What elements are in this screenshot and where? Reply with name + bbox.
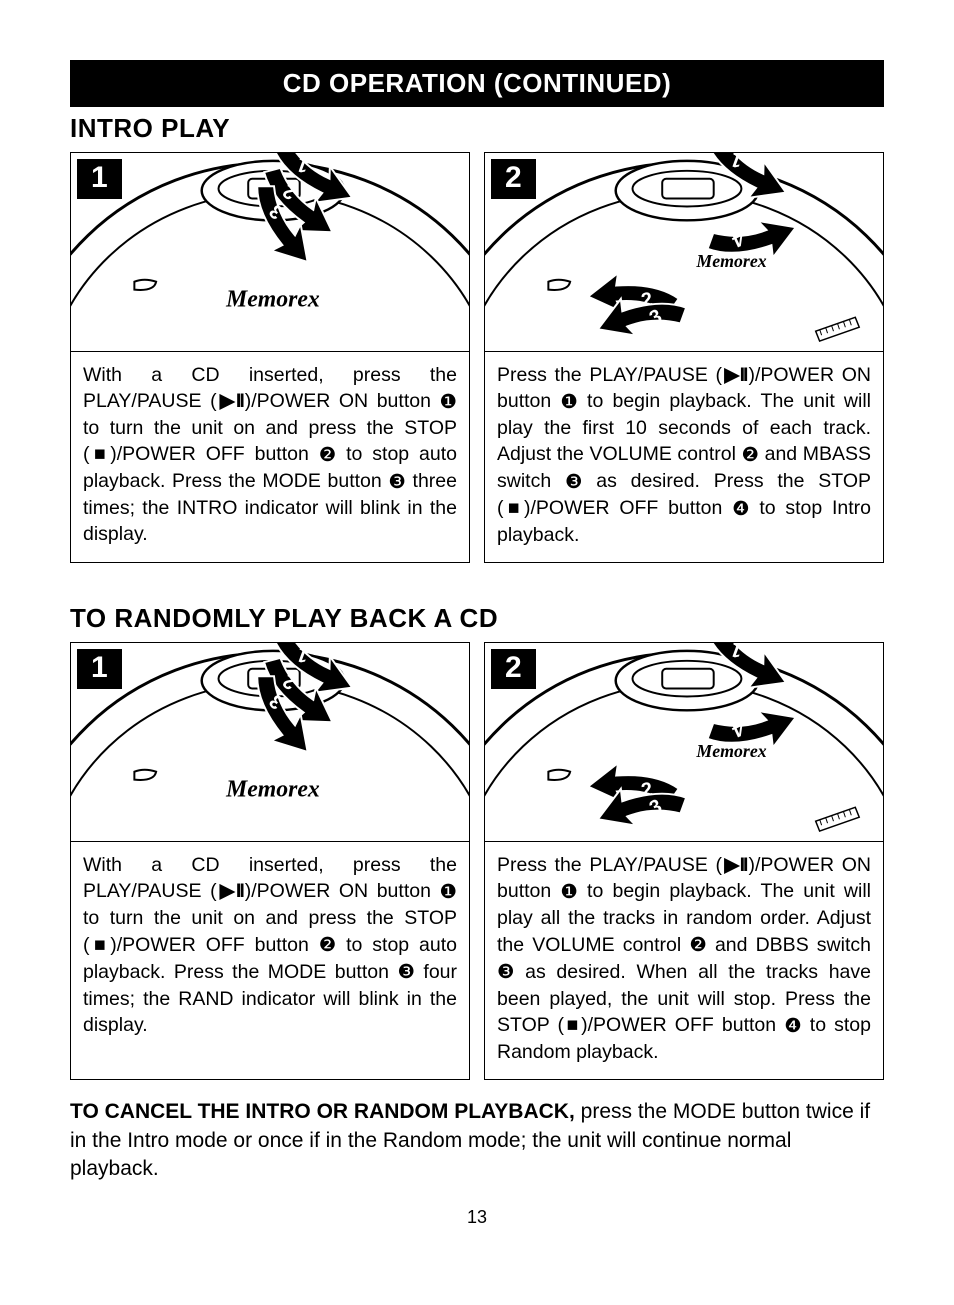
section-heading-random: TO RANDOMLY PLAY BACK A CD	[70, 603, 884, 634]
section-heading-intro: INTRO PLAY	[70, 113, 884, 144]
svg-text:Memorex: Memorex	[695, 741, 766, 761]
svg-text:Memorex: Memorex	[225, 286, 320, 312]
cd-player-diagram-a: Memorex123	[71, 643, 469, 841]
random-step1-text: With a CD inserted, press the PLAY/PAUSE…	[70, 841, 470, 1080]
step-badge: 2	[491, 159, 536, 199]
intro-row-text: With a CD inserted, press the PLAY/PAUSE…	[70, 351, 884, 564]
random-step2-text: Press the PLAY/PAUSE (▶II)/POWER ON butt…	[484, 841, 884, 1080]
svg-text:Memorex: Memorex	[225, 777, 320, 803]
page-title-bar: CD OPERATION (CONTINUED)	[70, 60, 884, 107]
step-badge: 1	[77, 649, 122, 689]
intro-step1-text: With a CD inserted, press the PLAY/PAUSE…	[70, 351, 470, 564]
page-number: 13	[70, 1207, 884, 1228]
cd-player-diagram-a: Memorex123	[71, 153, 469, 351]
step-badge: 2	[491, 649, 536, 689]
svg-text:Memorex: Memorex	[695, 251, 766, 271]
intro-step2-text: Press the PLAY/PAUSE (▶II)/POWER ON butt…	[484, 351, 884, 564]
random-step1-figure: 1 Memorex123	[70, 642, 470, 842]
random-row-text: With a CD inserted, press the PLAY/PAUSE…	[70, 841, 884, 1080]
cancel-note: TO CANCEL THE INTRO OR RANDOM PLAYBACK, …	[70, 1098, 884, 1183]
random-step2-figure: 2 Memorex1423	[484, 642, 884, 842]
intro-step1-figure: 1 Memorex123	[70, 152, 470, 352]
random-row-images: 1 Memorex123 2 Memorex1423	[70, 642, 884, 842]
cd-player-diagram-b: Memorex1423	[485, 643, 883, 841]
cd-player-diagram-b: Memorex1423	[485, 153, 883, 351]
step-badge: 1	[77, 159, 122, 199]
intro-row-images: 1 Memorex123 2 Memorex1423	[70, 152, 884, 352]
cancel-note-bold: TO CANCEL THE INTRO OR RANDOM PLAYBACK,	[70, 1100, 575, 1123]
intro-step2-figure: 2 Memorex1423	[484, 152, 884, 352]
